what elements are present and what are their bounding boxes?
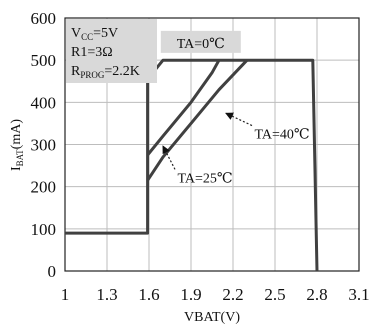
x-tick-labels: 1 1.3 1.6 1.9 2.2 2.5 2.8 3.1 — [61, 285, 370, 304]
x-axis-title: VBAT(V) — [184, 310, 240, 325]
annotation-label-ta25: TA=25℃ — [177, 171, 232, 186]
legend-vcc: VCC=5V — [71, 26, 118, 42]
annotation-layer: TA=0℃ TA=40℃ TA=25℃ — [160, 30, 310, 186]
y-tick-label: 0 — [48, 262, 57, 281]
series-line-1 — [146, 59, 249, 182]
annotation-arrow-ta40 — [225, 112, 253, 127]
x-tick-label: 1 — [61, 285, 70, 304]
y-tick-label: 500 — [31, 51, 57, 70]
y-tick-labels: 0 100 200 300 400 500 600 — [31, 9, 57, 281]
x-tick-label: 1.9 — [180, 285, 201, 304]
condition-legend-background — [66, 19, 157, 83]
x-tick-label: 1.3 — [96, 285, 117, 304]
x-tick-label: 3.1 — [348, 285, 369, 304]
annotation-label-ta40: TA=40℃ — [254, 128, 309, 143]
annotation-box-ta0 — [160, 30, 241, 53]
y-tick-label: 300 — [31, 136, 57, 155]
legend-rprog: RPROG=2.2K — [71, 64, 140, 80]
y-tick-label: 100 — [31, 220, 57, 239]
x-tick-label: 2.5 — [264, 285, 285, 304]
x-tick-label: 1.6 — [138, 285, 159, 304]
y-tick-label: 600 — [31, 9, 57, 28]
annotation-label-ta0: TA=0℃ — [177, 37, 225, 52]
y-axis-title: IBAT(mA) — [9, 119, 25, 171]
plot-frame — [64, 17, 360, 272]
y-tick-label: 200 — [31, 178, 57, 197]
series-line-2 — [146, 59, 221, 156]
legend-r1: R1=3Ω — [71, 45, 113, 60]
x-tick-label: 2.8 — [306, 285, 327, 304]
condition-legend-box: VCC=5V R1=3Ω RPROG=2.2K — [66, 19, 157, 83]
x-tick-label: 2.2 — [222, 285, 243, 304]
annotation-arrow-ta25 — [162, 145, 176, 170]
y-tick-label: 400 — [31, 93, 57, 112]
